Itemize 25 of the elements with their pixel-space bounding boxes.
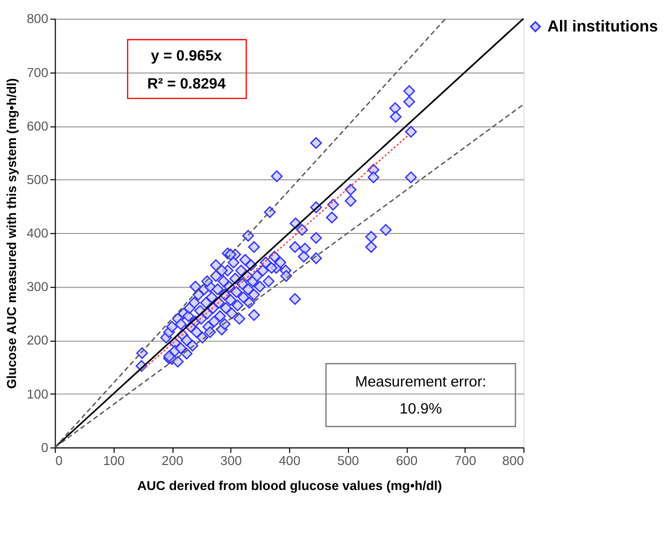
y-tick-label: 200 — [26, 332, 48, 348]
y-axis-title: Glucose AUC measured with this system (mg•h/dl) — [4, 78, 19, 389]
x-tick-label: 800 — [502, 452, 524, 468]
x-tick-label: 700 — [454, 452, 476, 468]
y-tick-label: 500 — [26, 172, 48, 187]
x-axis-title: AUC derived from blood glucose values (mg•h/dl) — [137, 478, 442, 493]
x-tick-label: 500 — [337, 452, 360, 468]
y-tick-label: 600 — [26, 118, 48, 134]
annotation: 10.9% — [400, 400, 442, 418]
annotation: Measurement error: — [355, 374, 486, 391]
x-tick-label: 200 — [162, 452, 184, 468]
x-tick-label: 400 — [278, 452, 300, 468]
x-tick-label: 300 — [220, 452, 242, 468]
y-tick-label: 800 — [26, 11, 48, 26]
y-tick-label: 0 — [41, 440, 48, 455]
y-tick-label: 400 — [26, 226, 48, 241]
y-tick-label: 700 — [26, 64, 48, 80]
annotation: y = 0.965x — [150, 48, 223, 65]
y-tick-label: 100 — [26, 386, 48, 402]
legend-label: All institutions — [547, 18, 658, 36]
x-tick-label: 100 — [103, 452, 125, 468]
annotation: R² = 0.8294 — [147, 75, 226, 92]
y-tick-label: 300 — [26, 279, 48, 294]
x-tick-label: 0 — [55, 452, 63, 468]
x-tick-label: 600 — [396, 452, 418, 468]
